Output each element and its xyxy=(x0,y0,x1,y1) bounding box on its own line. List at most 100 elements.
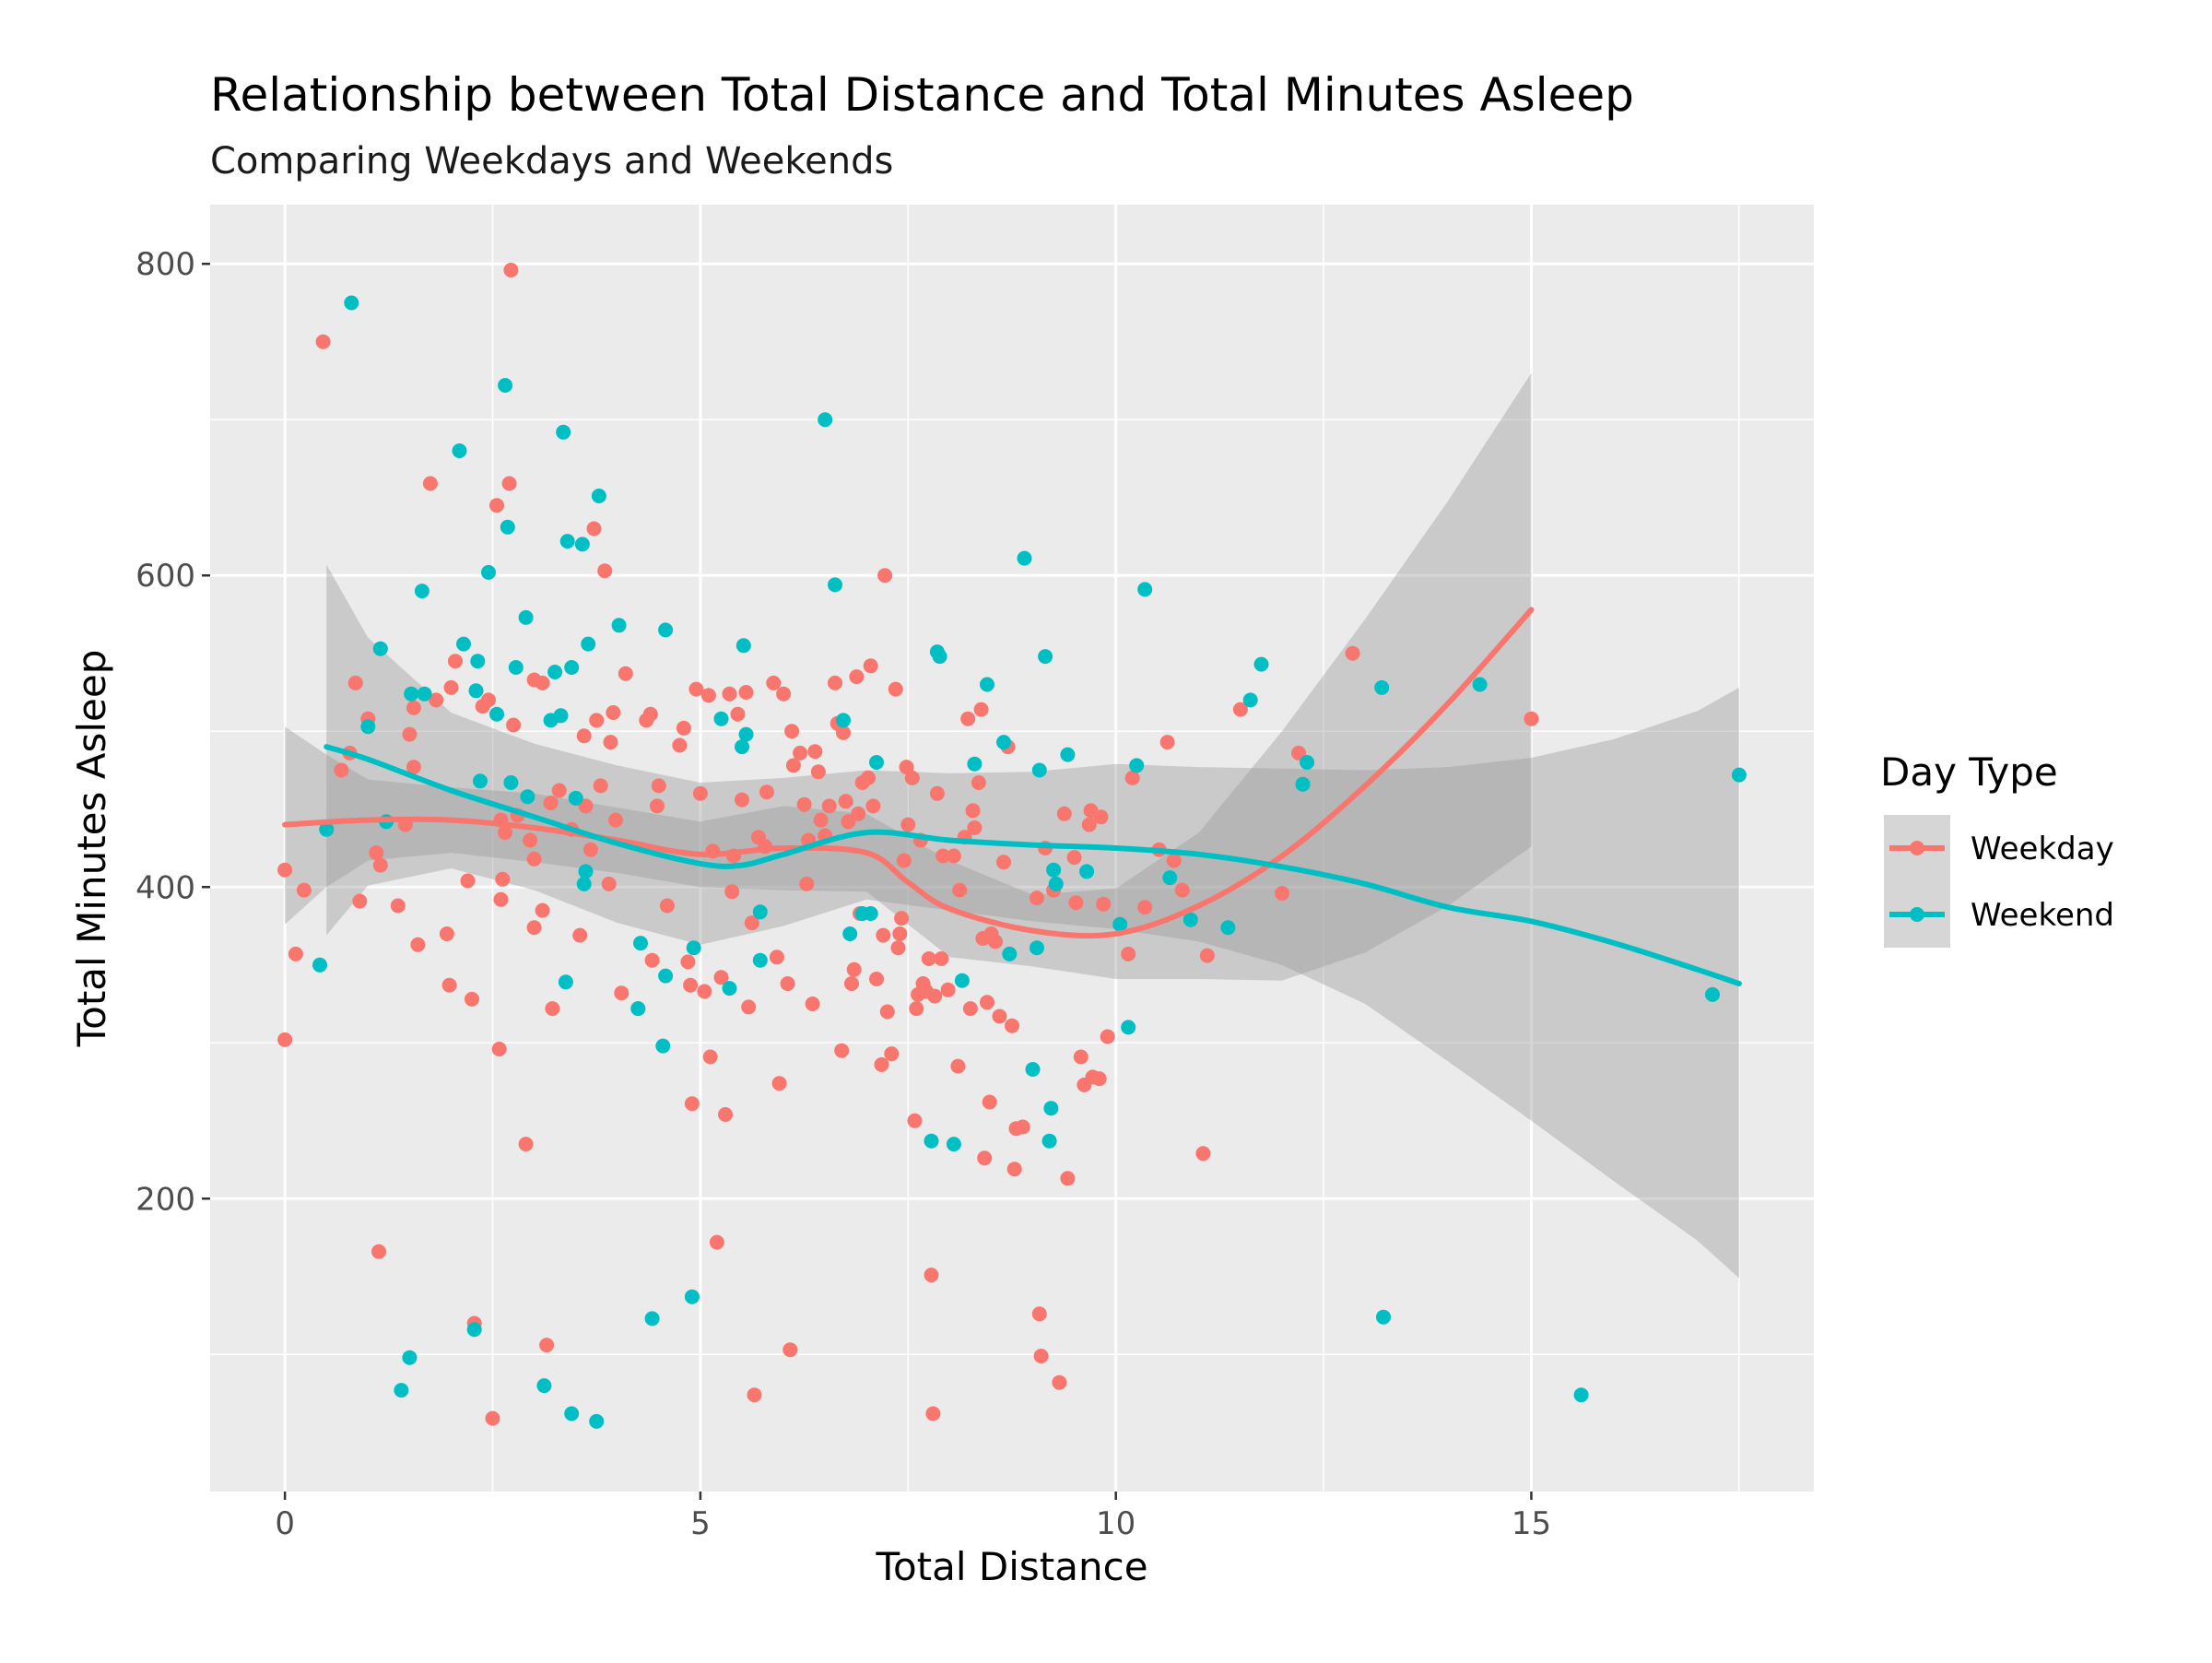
point-weekday xyxy=(927,988,943,1004)
point-weekend xyxy=(520,789,535,805)
point-weekday xyxy=(406,700,421,715)
x-axis: 0 5 10 15 xyxy=(275,1492,1551,1542)
smooth-line-weekend xyxy=(324,744,1742,986)
point-weekday xyxy=(402,726,418,742)
point-weekday xyxy=(874,1056,889,1072)
point-weekday xyxy=(460,873,476,889)
x-tick-label: 10 xyxy=(1096,1505,1135,1542)
point-weekday xyxy=(924,1268,939,1283)
point-weekday xyxy=(836,725,851,740)
point-weekend xyxy=(536,1378,552,1394)
point-weekday xyxy=(724,884,740,900)
point-weekday xyxy=(780,976,795,991)
point-weekday xyxy=(960,711,976,726)
point-weekend xyxy=(564,660,580,675)
point-weekday xyxy=(1005,1018,1019,1033)
point-weekend xyxy=(547,665,563,679)
y-axis-label: Total Minutes Asleep xyxy=(69,650,114,1048)
point-weekend xyxy=(394,1383,409,1398)
chart-title: Relationship between Total Distance and … xyxy=(210,68,1634,122)
point-weekday xyxy=(894,911,910,926)
legend-label-weekday: Weekday xyxy=(1971,831,2114,867)
point-weekday xyxy=(793,745,808,761)
point-weekday xyxy=(1006,1162,1022,1177)
point-weekday xyxy=(1275,886,1289,901)
point-weekend xyxy=(658,622,674,638)
point-weekend xyxy=(828,577,842,593)
point-weekday xyxy=(288,946,303,961)
chart-subtitle: Comparing Weekdays and Weekends xyxy=(210,140,893,183)
point-weekend xyxy=(980,677,994,692)
point-weekday xyxy=(735,792,749,808)
point-weekday xyxy=(1056,806,1072,821)
point-weekday xyxy=(1033,1349,1049,1363)
point-weekend xyxy=(684,1289,700,1304)
point-weekday xyxy=(813,812,829,828)
point-weekday xyxy=(315,334,331,349)
point-weekday xyxy=(784,724,800,739)
point-weekday xyxy=(771,1076,787,1091)
point-weekend xyxy=(1731,767,1747,783)
point-weekday xyxy=(992,1008,1007,1024)
confidence-ribbons xyxy=(285,372,1739,1279)
point-weekday xyxy=(863,658,878,674)
point-weekday xyxy=(589,713,605,728)
point-weekday xyxy=(1031,1306,1047,1322)
point-weekday xyxy=(371,1244,386,1259)
point-weekday xyxy=(713,970,729,985)
point-weekday xyxy=(545,1001,560,1017)
point-weekday xyxy=(1159,735,1175,750)
point-weekday xyxy=(1093,809,1109,825)
x-axis-label: Total Distance xyxy=(875,1544,1147,1589)
point-weekday xyxy=(1121,946,1136,961)
point-weekday xyxy=(879,1004,895,1020)
point-weekend xyxy=(644,1311,660,1327)
point-weekday xyxy=(684,1096,700,1112)
point-weekend xyxy=(1182,912,1198,927)
point-weekday xyxy=(834,1043,850,1058)
point-weekday xyxy=(1073,1049,1088,1065)
point-weekday xyxy=(439,926,454,941)
point-weekday xyxy=(659,898,675,914)
point-weekend xyxy=(553,708,569,724)
point-weekday xyxy=(485,1410,500,1426)
point-weekend xyxy=(1112,916,1128,932)
point-weekday xyxy=(1124,770,1140,785)
point-weekend xyxy=(1060,747,1076,762)
point-weekday xyxy=(491,1042,507,1056)
point-weekend xyxy=(372,641,388,656)
point-weekend xyxy=(574,537,590,552)
point-weekday xyxy=(934,951,949,966)
point-weekday xyxy=(543,796,559,810)
point-weekend xyxy=(735,739,749,755)
point-weekend xyxy=(713,711,729,726)
point-weekday xyxy=(683,977,699,993)
point-weekday xyxy=(884,1046,900,1062)
y-tick-label: 200 xyxy=(135,1181,195,1218)
point-weekday xyxy=(526,851,542,867)
point-weekday xyxy=(676,720,691,736)
point-weekday xyxy=(390,898,406,914)
point-weekday xyxy=(495,871,511,887)
point-weekday xyxy=(1091,1071,1107,1087)
point-weekday xyxy=(443,679,459,695)
point-weekday xyxy=(828,675,842,690)
point-weekday xyxy=(766,675,782,690)
point-weekend xyxy=(1705,986,1720,1002)
point-weekend xyxy=(1129,758,1145,773)
point-weekday xyxy=(523,832,538,848)
point-weekend xyxy=(735,638,751,654)
y-axis: 200 400 600 800 xyxy=(135,246,210,1218)
point-weekend xyxy=(564,1406,580,1421)
legend: Day Type Weekday Weekend xyxy=(1880,749,2114,948)
point-weekend xyxy=(1043,1101,1059,1116)
point-weekend xyxy=(611,618,627,633)
point-weekend xyxy=(738,726,754,742)
x-tick-label: 0 xyxy=(275,1505,295,1542)
y-tick-label: 600 xyxy=(135,558,195,595)
point-weekend xyxy=(1253,656,1269,672)
point-weekend xyxy=(344,295,359,311)
point-weekday xyxy=(940,982,956,997)
point-weekend xyxy=(1137,582,1153,597)
